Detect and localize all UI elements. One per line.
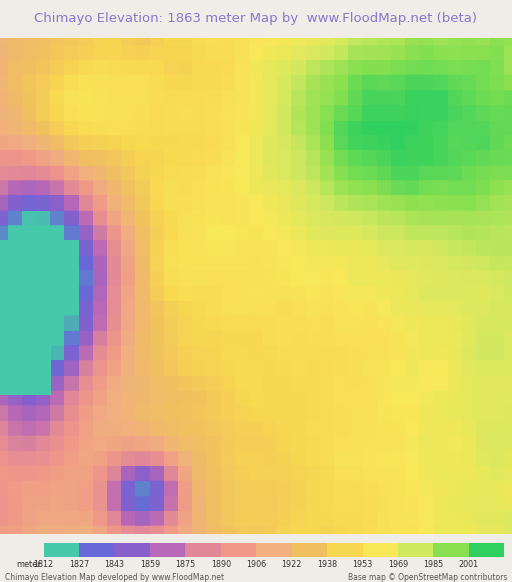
Text: 1906: 1906 <box>246 560 266 569</box>
Text: meter: meter <box>16 560 41 569</box>
Bar <box>44 543 79 557</box>
Text: 1827: 1827 <box>69 560 89 569</box>
Bar <box>327 543 362 557</box>
Text: 1843: 1843 <box>104 560 124 569</box>
Bar <box>256 543 292 557</box>
Text: 1969: 1969 <box>388 560 408 569</box>
Bar <box>398 543 434 557</box>
Bar <box>79 543 114 557</box>
Bar <box>114 543 150 557</box>
Text: 1938: 1938 <box>317 560 337 569</box>
Bar <box>469 543 504 557</box>
Text: 1875: 1875 <box>175 560 196 569</box>
Bar <box>221 543 256 557</box>
Bar <box>362 543 398 557</box>
Text: Chimayo Elevation: 1863 meter Map by  www.FloodMap.net (beta): Chimayo Elevation: 1863 meter Map by www… <box>34 12 478 26</box>
Text: Chimayo Elevation Map developed by www.FloodMap.net: Chimayo Elevation Map developed by www.F… <box>5 573 224 582</box>
Text: 1812: 1812 <box>33 560 54 569</box>
Bar <box>292 543 327 557</box>
Text: 2001: 2001 <box>459 560 479 569</box>
Text: 1953: 1953 <box>352 560 373 569</box>
Bar <box>185 543 221 557</box>
Text: 1922: 1922 <box>282 560 302 569</box>
Bar <box>150 543 185 557</box>
Bar <box>434 543 469 557</box>
Text: 1890: 1890 <box>211 560 231 569</box>
Text: Base map © OpenStreetMap contributors: Base map © OpenStreetMap contributors <box>348 573 507 582</box>
Text: 1859: 1859 <box>140 560 160 569</box>
Bar <box>0 311 51 395</box>
Text: 1985: 1985 <box>423 560 443 569</box>
